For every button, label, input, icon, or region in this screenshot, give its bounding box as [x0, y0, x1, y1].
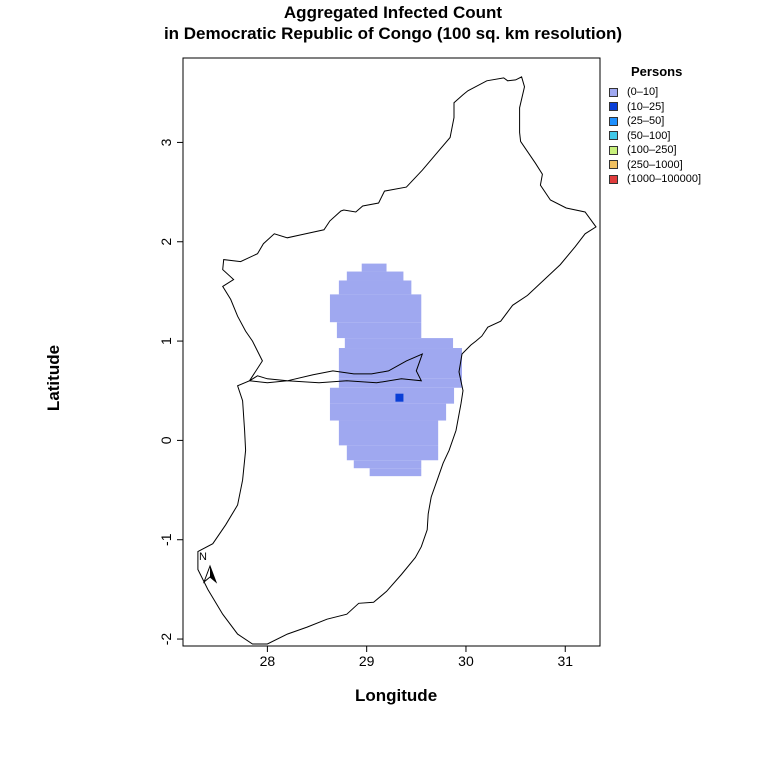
legend-swatch	[609, 131, 618, 141]
legend-entry: (100–250]	[609, 143, 759, 158]
y-tick-label: 3	[158, 138, 174, 146]
chart-title-line-1: Aggregated Infected Count	[283, 3, 503, 22]
legend-entry: (0–10]	[609, 85, 759, 100]
x-tick-label: 30	[458, 653, 474, 669]
infection-cell-row	[338, 420, 439, 446]
chart-title-line-2: in Democratic Republic of Congo (100 sq.…	[163, 24, 623, 43]
x-axis: 28 29 30 31	[260, 646, 573, 669]
infection-cell-row	[353, 460, 422, 469]
infection-cell-row	[329, 403, 447, 421]
legend-entry: (250–1000]	[609, 158, 759, 173]
x-tick-label: 28	[260, 653, 276, 669]
infection-cell-row	[369, 468, 422, 477]
y-axis-label: Latitude	[44, 344, 63, 412]
legend-label: (1000–100000]	[627, 173, 702, 186]
legend: Persons (0–10] (10–25] (25–50] (50–100] (100…	[609, 64, 759, 187]
north-arrow-label: N	[199, 551, 207, 563]
y-axis: -2 -1 0 1 2 3	[158, 138, 183, 645]
x-tick-label: 29	[359, 653, 375, 669]
infection-cells	[329, 263, 462, 477]
hotspot-cell	[395, 393, 404, 402]
y-tick-label: -1	[158, 533, 174, 546]
legend-swatch	[609, 87, 618, 97]
y-tick-label: -2	[158, 633, 174, 646]
infection-cell-row	[338, 378, 462, 388]
legend-swatch	[609, 145, 618, 155]
plot-frame	[182, 57, 601, 647]
infection-cell-row	[336, 322, 422, 339]
legend-swatch	[609, 174, 618, 184]
north-arrow: N	[199, 551, 218, 584]
y-tick-label: 1	[158, 337, 174, 345]
legend-label: (50–100]	[627, 129, 671, 142]
legend-entry: (50–100]	[609, 129, 759, 144]
legend-swatch	[609, 160, 618, 170]
region-boundary	[197, 76, 597, 645]
legend-title: Persons	[631, 64, 683, 79]
infection-cell-row	[329, 294, 422, 323]
legend-label: (250–1000]	[627, 158, 683, 171]
infection-cell-row	[346, 445, 439, 461]
infection-cell-row	[346, 271, 404, 281]
infection-cell-row	[344, 338, 454, 349]
legend-entry: (1000–100000]	[609, 172, 759, 187]
x-axis-label: Longitude	[355, 686, 438, 705]
infection-cell-row	[361, 263, 387, 272]
north-arrow-fill	[210, 566, 216, 582]
legend-swatch	[609, 116, 618, 126]
legend-swatch	[609, 102, 618, 112]
infection-cell-row	[329, 387, 455, 404]
legend-entries: (0–10] (10–25] (25–50] (50–100] (100–250] (25…	[609, 85, 759, 187]
legend-entry: (10–25]	[609, 100, 759, 115]
legend-label: (0–10]	[627, 86, 659, 99]
legend-label: (10–25]	[627, 100, 665, 113]
infection-cell-row	[338, 280, 412, 295]
legend-entry: (25–50]	[609, 114, 759, 129]
y-tick-label: 2	[158, 238, 174, 246]
y-tick-label: 0	[158, 436, 174, 444]
legend-label: (100–250]	[627, 144, 677, 157]
hotspot-cells	[395, 393, 404, 402]
x-tick-label: 31	[557, 653, 573, 669]
legend-label: (25–50]	[627, 115, 665, 128]
